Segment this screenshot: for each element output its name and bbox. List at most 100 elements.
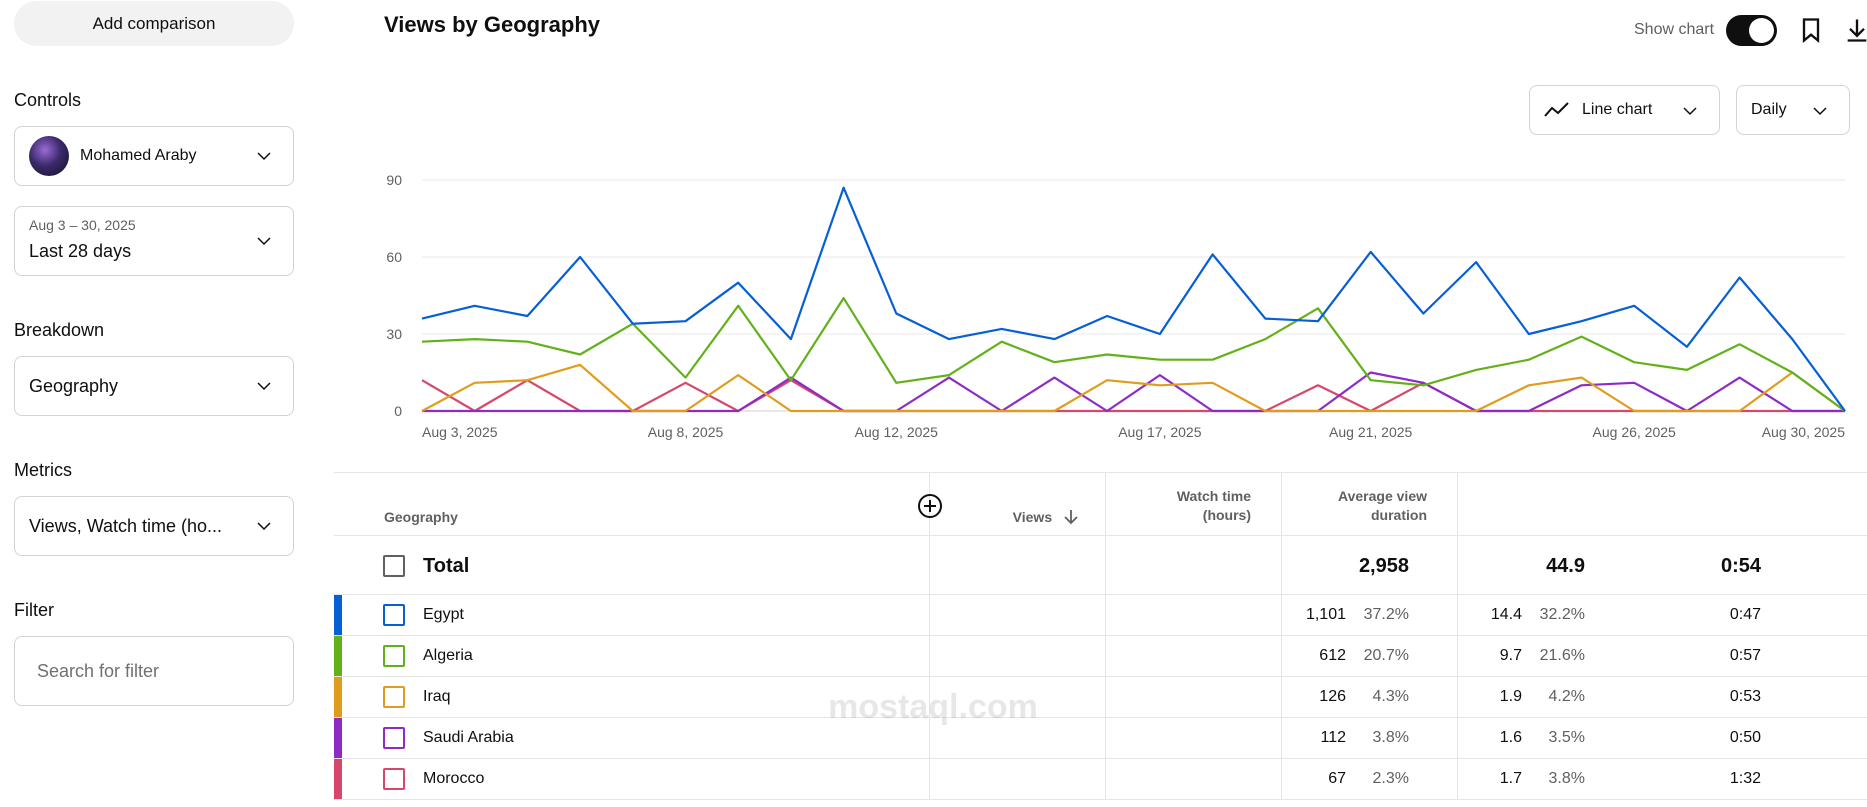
series-line-saudi-arabia	[422, 371, 1845, 413]
chevron-down-icon	[257, 522, 271, 531]
total-avg-duration: 0:54	[1720, 555, 1761, 577]
row-watch-time: 1.9	[1499, 688, 1522, 705]
row-checkbox[interactable]	[383, 645, 405, 667]
x-tick-label: Aug 17, 2025	[1118, 424, 1202, 440]
show-chart-toggle[interactable]	[1726, 15, 1777, 46]
total-views: 2,958	[1358, 555, 1409, 577]
row-watch-time: 14.4	[1490, 606, 1522, 623]
row-geography: Iraq	[423, 688, 451, 705]
row-geography: Saudi Arabia	[423, 729, 514, 746]
row-checkbox[interactable]	[383, 604, 405, 626]
x-tick-label: Aug 3, 2025	[422, 424, 498, 440]
date-range-label: Last 28 days	[29, 241, 132, 261]
row-avg-duration: 0:57	[1729, 647, 1761, 664]
row-avg-duration: 0:53	[1729, 688, 1761, 705]
chevron-down-icon	[1683, 107, 1697, 116]
row-avg-duration: 0:50	[1729, 729, 1761, 746]
col-header-avd-line1: Average view	[1338, 488, 1427, 504]
y-tick-label: 30	[386, 326, 402, 342]
col-header-avg-duration[interactable]: Average view duration	[1300, 487, 1427, 525]
row-geography: Algeria	[423, 647, 473, 664]
series-line-iraq	[421, 363, 1846, 413]
total-watch-time: 44.9	[1546, 555, 1585, 577]
download-icon[interactable]	[1843, 16, 1867, 44]
row-views: 1,101	[1305, 606, 1346, 623]
col-header-geography[interactable]: Geography	[384, 509, 458, 525]
row-views: 67	[1328, 770, 1346, 787]
views-line-chart: 0 30 60 90 Aug 3, 2025 Aug 8, 2025 Aug 12, 202…	[386, 172, 1846, 440]
show-chart-label: Show chart	[1634, 21, 1715, 38]
breakdown-select[interactable]: Geography	[14, 356, 294, 416]
col-header-watch-line2: (hours)	[1202, 507, 1251, 523]
add-comparison-button[interactable]: Add comparison	[14, 1, 294, 46]
table-top-rule	[334, 472, 1867, 473]
row-watch-time: 1.7	[1499, 770, 1522, 787]
row-watch-time: 9.7	[1499, 647, 1522, 664]
series-color-bar	[334, 677, 342, 717]
row-watch-pct: 3.8%	[1548, 770, 1585, 787]
x-tick-label: Aug 12, 2025	[855, 424, 939, 440]
chevron-down-icon	[257, 152, 271, 161]
row-views-pct: 3.8%	[1372, 729, 1409, 746]
total-label: Total	[423, 555, 470, 577]
row-watch-time: 1.6	[1499, 729, 1522, 746]
chevron-down-icon	[257, 237, 271, 246]
filter-search-input[interactable]	[14, 636, 294, 706]
breakdown-title: Breakdown	[14, 320, 105, 340]
y-tick-label: 90	[386, 172, 402, 188]
chevron-down-icon	[257, 382, 271, 391]
row-views: 612	[1319, 647, 1346, 664]
row-avg-duration: 1:32	[1729, 770, 1761, 787]
col-header-views-label: Views	[1012, 509, 1053, 525]
series-line-egypt	[421, 186, 1846, 412]
toggle-knob	[1749, 18, 1774, 43]
row-views-pct: 37.2%	[1363, 606, 1409, 623]
x-tick-label: Aug 21, 2025	[1329, 424, 1413, 440]
controls-title: Controls	[14, 90, 82, 110]
bookmark-icon[interactable]	[1797, 16, 1825, 44]
add-column-icon[interactable]	[918, 494, 942, 518]
row-watch-pct: 32.2%	[1539, 606, 1585, 623]
row-checkbox[interactable]	[383, 686, 405, 708]
series-color-bar	[334, 636, 342, 676]
x-tick-label: Aug 26, 2025	[1593, 424, 1677, 440]
y-tick-label: 60	[386, 249, 402, 265]
table-row[interactable]: Morocco 67 2.3% 1.7 3.8% 1:32	[334, 759, 1867, 800]
total-checkbox[interactable]	[383, 555, 405, 577]
row-views-pct: 2.3%	[1372, 770, 1409, 787]
table-row[interactable]: Iraq 126 4.3% 1.9 4.2% 0:53	[334, 677, 1867, 718]
row-avg-duration: 0:47	[1729, 606, 1761, 623]
series-color-bar	[334, 718, 342, 758]
series-color-bar	[334, 759, 342, 799]
table-row[interactable]: Egypt 1,101 37.2% 14.4 32.2% 0:47	[334, 595, 1867, 636]
col-header-views[interactable]: Views	[960, 508, 1080, 527]
row-geography: Egypt	[423, 606, 464, 623]
table-total-row: Total 2,958 44.9 0:54	[334, 535, 1867, 595]
date-range-dates: Aug 3 – 30, 2025	[29, 217, 136, 233]
y-tick-label: 0	[394, 403, 402, 419]
row-checkbox[interactable]	[383, 768, 405, 790]
chart-type-label: Line chart	[1582, 101, 1653, 118]
chart-type-select[interactable]: Line chart	[1529, 85, 1720, 135]
date-range-select[interactable]: Aug 3 – 30, 2025 Last 28 days	[14, 206, 294, 276]
row-views: 112	[1320, 729, 1346, 746]
avatar	[29, 136, 69, 176]
series-line-algeria	[421, 297, 1846, 412]
period-select[interactable]: Daily	[1736, 85, 1850, 135]
row-views-pct: 20.7%	[1363, 647, 1409, 664]
col-header-watch-time[interactable]: Watch time (hours)	[1130, 487, 1251, 525]
metrics-select[interactable]: Views, Watch time (ho...	[14, 496, 294, 556]
channel-select[interactable]: Mohamed Araby	[14, 126, 294, 186]
row-checkbox[interactable]	[383, 727, 405, 749]
period-label: Daily	[1751, 101, 1787, 118]
x-tick-label: Aug 30, 2025	[1762, 424, 1846, 440]
col-header-avd-line2: duration	[1371, 507, 1427, 523]
filter-title: Filter	[14, 600, 54, 620]
table-row[interactable]: Saudi Arabia 112 3.8% 1.6 3.5% 0:50	[334, 718, 1867, 759]
line-chart-icon	[1544, 102, 1569, 117]
row-geography: Morocco	[423, 770, 485, 787]
metrics-value: Views, Watch time (ho...	[29, 515, 223, 536]
series-color-bar	[334, 595, 342, 635]
table-row[interactable]: Algeria 612 20.7% 9.7 21.6% 0:57	[334, 636, 1867, 677]
row-views-pct: 4.3%	[1372, 688, 1409, 705]
